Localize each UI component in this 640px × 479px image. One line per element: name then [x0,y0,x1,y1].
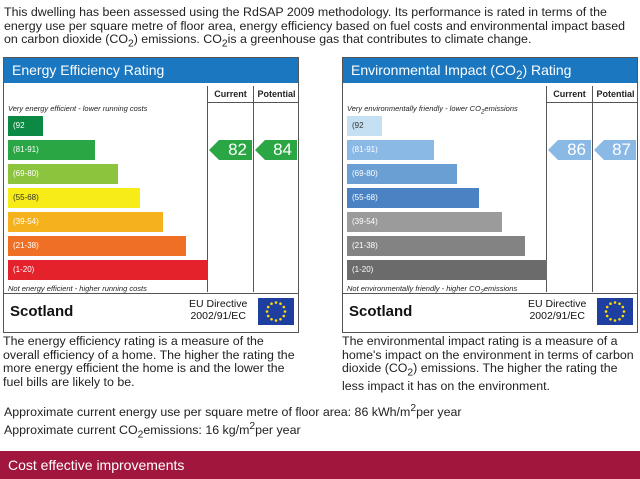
rating-band: (69-80) [8,164,118,184]
column-divider [592,102,593,292]
rating-band: (69-80) [347,164,457,184]
current-header: Current [546,86,592,103]
rating-band: (81-91) [8,140,95,160]
environment-description: The environmental impact rating is a mea… [342,334,634,394]
eu-flag-icon [597,298,633,325]
rating-band: (39-54) [8,212,163,232]
column-divider [253,102,254,292]
eu-flag-icon [258,298,294,325]
rating-band: (1-20) [347,260,547,280]
rating-band: (55-68) [347,188,479,208]
cost-effective-improvements-header: Cost effective improvements [0,451,640,479]
eu-directive: EU Directive 2002/91/EC [189,298,248,322]
co2-emissions-stat: Approximate current CO2emissions: 16 kg/… [4,421,301,441]
energy-description: The energy efficiency rating is a measur… [3,334,295,389]
environment-current-rating: 86 [548,140,591,160]
energy-use-stat: Approximate current energy use per squar… [4,403,462,420]
energy-potential-rating: 84 [255,140,297,160]
current-header: Current [207,86,253,103]
energy-panel-title: Energy Efficiency Rating [4,58,298,83]
rating-band: (1-20) [8,260,208,280]
potential-header: Potential [592,86,638,103]
environment-potential-rating: 87 [594,140,636,160]
rating-band: (39-54) [347,212,502,232]
environment-panel-title: Environmental Impact (CO2) Rating [343,58,637,83]
environment-bottom-caption: Not environmentally friendly - higher CO… [347,284,518,296]
energy-bottom-caption: Not energy efficient - higher running co… [8,284,147,293]
rating-band: (92 plus) [347,116,382,150]
environmental-impact-panel: Environmental Impact (CO2) Rating Curren… [342,57,638,333]
environment-footer: Scotland EU Directive 2002/91/EC [343,293,637,332]
energy-current-rating: 82 [209,140,252,160]
column-divider [207,102,208,292]
energy-top-caption: Very energy efficient - lower running co… [8,104,148,113]
rating-band: (21-38) [347,236,525,256]
country-label: Scotland [349,303,413,320]
potential-header: Potential [253,86,299,103]
column-divider [546,102,547,292]
energy-efficiency-panel: Energy Efficiency Rating Current Potenti… [3,57,299,333]
rating-band: (81-91) [347,140,434,160]
rating-band: (55-68) [8,188,140,208]
intro-text: This dwelling has been assessed using th… [4,5,626,50]
energy-footer: Scotland EU Directive 2002/91/EC [4,293,298,332]
country-label: Scotland [10,303,74,320]
rating-band: (92 plus) [8,116,43,150]
rating-band: (21-38) [8,236,186,256]
environment-top-caption: Very environmentally friendly - lower CO… [347,104,518,116]
eu-directive: EU Directive 2002/91/EC [528,298,587,322]
